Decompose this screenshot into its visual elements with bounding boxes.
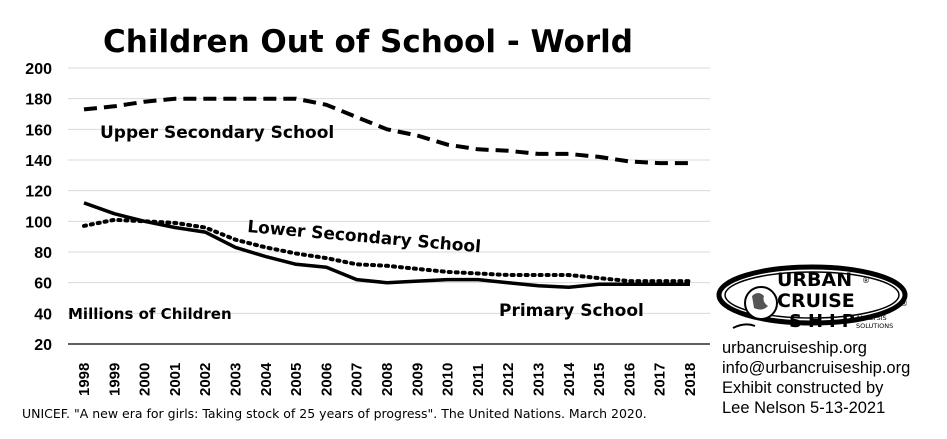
logo-urban: URBAN: [777, 269, 852, 291]
y-axis-unit-label: Millions of Children: [68, 305, 232, 323]
x-tick-label: 2010: [440, 363, 457, 396]
x-tick-label: 2017: [652, 363, 669, 396]
contact-block: urbancruiseship.org info@urbancruiseship…: [722, 338, 944, 418]
y-tick-label: 200: [25, 61, 52, 78]
x-tick-label: 2002: [197, 363, 214, 396]
y-tick-label: 80: [34, 245, 52, 262]
series-lines: [82, 96, 692, 290]
y-axis-ticks: 20 40 60 80 100 120 140 160 180 200: [25, 61, 52, 354]
y-tick-label: 180: [25, 92, 52, 109]
y-tick-label: 40: [34, 306, 52, 323]
series-line-0: [83, 96, 690, 166]
logo-analysis: ANALYSIS: [856, 314, 887, 322]
logo-registered-outer: ®: [900, 299, 908, 308]
y-tick-label: 100: [25, 214, 52, 231]
website-link[interactable]: urbancruiseship.org: [722, 339, 867, 357]
urban-cruise-ship-logo: URBAN CRUISE SHIP ANALYSIS SOLUTIONS ® ®: [716, 264, 908, 332]
logo-registered: ®: [862, 276, 870, 285]
logo-cruise: CRUISE: [777, 290, 855, 312]
y-tick-label: 140: [25, 153, 52, 170]
x-tick-label: 2016: [621, 363, 638, 396]
y-tick-label: 160: [25, 122, 52, 139]
x-tick-label: 1998: [76, 363, 93, 396]
series-label-primary: Primary School: [499, 301, 644, 321]
x-tick-label: 2014: [561, 362, 578, 396]
x-tick-label: 2006: [318, 363, 335, 396]
x-tick-label: 2018: [682, 363, 699, 396]
logo-ship: SHIP: [789, 311, 861, 332]
x-tick-label: 2001: [167, 363, 184, 396]
x-tick-label: 2000: [137, 363, 154, 396]
credit-line-1: Exhibit constructed by: [722, 379, 884, 397]
source-note: UNICEF. "A new era for girls: Taking sto…: [22, 406, 647, 421]
x-tick-label: 2012: [500, 363, 517, 396]
x-tick-label: 2015: [591, 363, 608, 396]
x-tick-label: 2005: [288, 363, 305, 396]
y-tick-label: 60: [34, 276, 52, 293]
logo-solutions: SOLUTIONS: [856, 322, 893, 330]
x-tick-label: 1999: [106, 363, 123, 396]
x-tick-label: 2008: [379, 363, 396, 396]
x-tick-label: 2007: [349, 363, 366, 396]
x-tick-label: 2013: [531, 363, 548, 396]
y-tick-label: 20: [34, 337, 52, 354]
x-axis-ticks: 1998 1999 2000 2001 2002 2003 2004 2005 2006 2007…: [76, 362, 699, 396]
email-link[interactable]: info@urbancruiseship.org: [722, 359, 911, 377]
credit-line-2: Lee Nelson 5-13-2021: [722, 399, 886, 417]
x-tick-label: 2003: [228, 363, 245, 396]
chart-title: Children Out of School - World: [103, 24, 633, 60]
x-tick-label: 2011: [470, 363, 487, 396]
series-line-2: [83, 201, 690, 290]
x-tick-label: 2004: [258, 362, 275, 396]
series-line-1: [82, 217, 692, 284]
series-label-upper-secondary: Upper Secondary School: [100, 123, 334, 143]
x-tick-label: 2009: [409, 363, 426, 396]
y-tick-label: 120: [25, 184, 52, 201]
